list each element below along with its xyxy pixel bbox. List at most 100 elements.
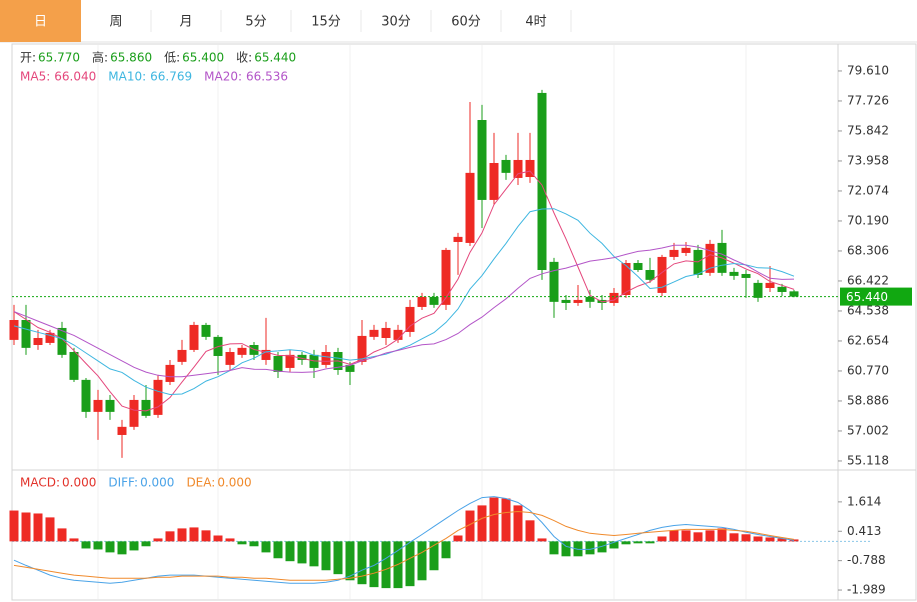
candle-body: [321, 352, 331, 365]
y-tick-label: 77.726: [847, 93, 889, 107]
macd-bar: [465, 510, 475, 542]
macd-bar: [513, 505, 523, 542]
tab[interactable]: 日: [34, 15, 47, 30]
legend-text: 65.440: [254, 51, 296, 65]
candle-body: [609, 292, 619, 303]
legend-text: MA5:: [20, 70, 50, 84]
macd-bar: [777, 538, 787, 542]
y-tick-label: 79.610: [847, 63, 889, 77]
candle-body: [165, 364, 175, 382]
macd-bar: [561, 541, 571, 557]
candle-body: [261, 349, 271, 360]
candle-body: [501, 159, 511, 173]
macd-bar: [525, 520, 535, 542]
ma-line: [13, 244, 795, 378]
y-tick-label: 64.538: [847, 303, 889, 317]
candle-body: [417, 296, 427, 307]
candle-body: [525, 159, 535, 178]
tab[interactable]: 月: [179, 15, 192, 30]
legend-text: 65.400: [182, 51, 224, 65]
candle-body: [405, 306, 415, 332]
last-price-box: [840, 287, 912, 306]
candle-body: [45, 332, 55, 343]
macd-bar: [381, 541, 391, 589]
candle-body: [465, 172, 475, 243]
last-price-label: 65.440: [846, 290, 888, 304]
legend-text: MA20:: [204, 70, 242, 84]
candle-body: [489, 162, 499, 200]
macd-bar: [141, 541, 151, 547]
candle-body: [441, 249, 451, 305]
macd-bar: [537, 538, 547, 542]
macd-bar: [429, 541, 439, 571]
candle-body: [33, 337, 43, 345]
macd-bar: [33, 513, 43, 542]
candle-body: [69, 352, 79, 380]
candle-body: [453, 236, 463, 242]
y-tick-label: 68.306: [847, 243, 889, 257]
tab[interactable]: 周: [109, 15, 122, 30]
candle-body: [21, 320, 31, 348]
candle-body: [537, 92, 547, 271]
tab[interactable]: 30分: [381, 15, 411, 30]
candle-body: [729, 271, 739, 276]
macd-bar: [633, 541, 643, 544]
candle-body: [777, 286, 787, 292]
legend-text: 0.000: [217, 476, 251, 490]
candle-body: [225, 352, 235, 365]
macd-bar: [165, 531, 175, 542]
macd-bar: [117, 541, 127, 555]
y-tick-label: -1.989: [847, 583, 886, 597]
candle-body: [81, 379, 91, 412]
macd-bar: [93, 541, 103, 550]
macd-bar: [225, 538, 235, 542]
tab[interactable]: 5分: [245, 15, 266, 30]
candle-body: [105, 399, 115, 412]
y-tick-label: 75.842: [847, 123, 889, 137]
macd-bar: [693, 532, 703, 542]
legend-text: MACD:: [20, 476, 60, 490]
macd-bar: [69, 538, 79, 542]
legend-text: DIFF:: [108, 476, 138, 490]
legend-text: 66.536: [246, 70, 288, 84]
macd-bar: [765, 537, 775, 542]
macd-bar: [345, 541, 355, 581]
candle-body: [477, 120, 487, 200]
tab[interactable]: 4时: [525, 15, 546, 30]
macd-bar: [453, 535, 463, 542]
candle-body: [621, 262, 631, 295]
candle-body: [189, 324, 199, 350]
candle-body: [237, 347, 247, 355]
legend-text: 65.770: [38, 51, 80, 65]
macd-bar: [501, 498, 511, 542]
candle-body: [633, 262, 643, 270]
chart-frame: [11, 43, 917, 601]
macd-bar: [489, 497, 499, 542]
candle-body: [753, 282, 763, 298]
y-tick-label: 58.886: [847, 393, 889, 407]
ma-line: [13, 170, 795, 412]
legend-text: 低:: [164, 51, 180, 65]
macd-line: [13, 510, 795, 581]
candle-body: [129, 399, 139, 427]
macd-bar: [81, 541, 91, 549]
y-tick-label: 72.074: [847, 183, 889, 197]
tab[interactable]: 15分: [311, 15, 341, 30]
macd-bar: [477, 505, 487, 542]
tab[interactable]: 60分: [451, 15, 481, 30]
macd-bar: [585, 541, 595, 555]
legend-text: MA10:: [108, 70, 146, 84]
macd-bar: [357, 541, 367, 585]
macd-bar: [21, 512, 31, 542]
candle-body: [285, 354, 295, 368]
macd-bar: [201, 530, 211, 542]
macd-bar: [681, 530, 691, 542]
y-tick-label: 57.002: [847, 423, 889, 437]
legend-text: DEA:: [186, 476, 215, 490]
legend-text: 0.000: [140, 476, 174, 490]
candle-body: [789, 291, 799, 297]
candle-body: [741, 273, 751, 278]
candle-body: [201, 324, 211, 337]
macd-bar: [153, 538, 163, 542]
macd-bar: [573, 541, 583, 557]
